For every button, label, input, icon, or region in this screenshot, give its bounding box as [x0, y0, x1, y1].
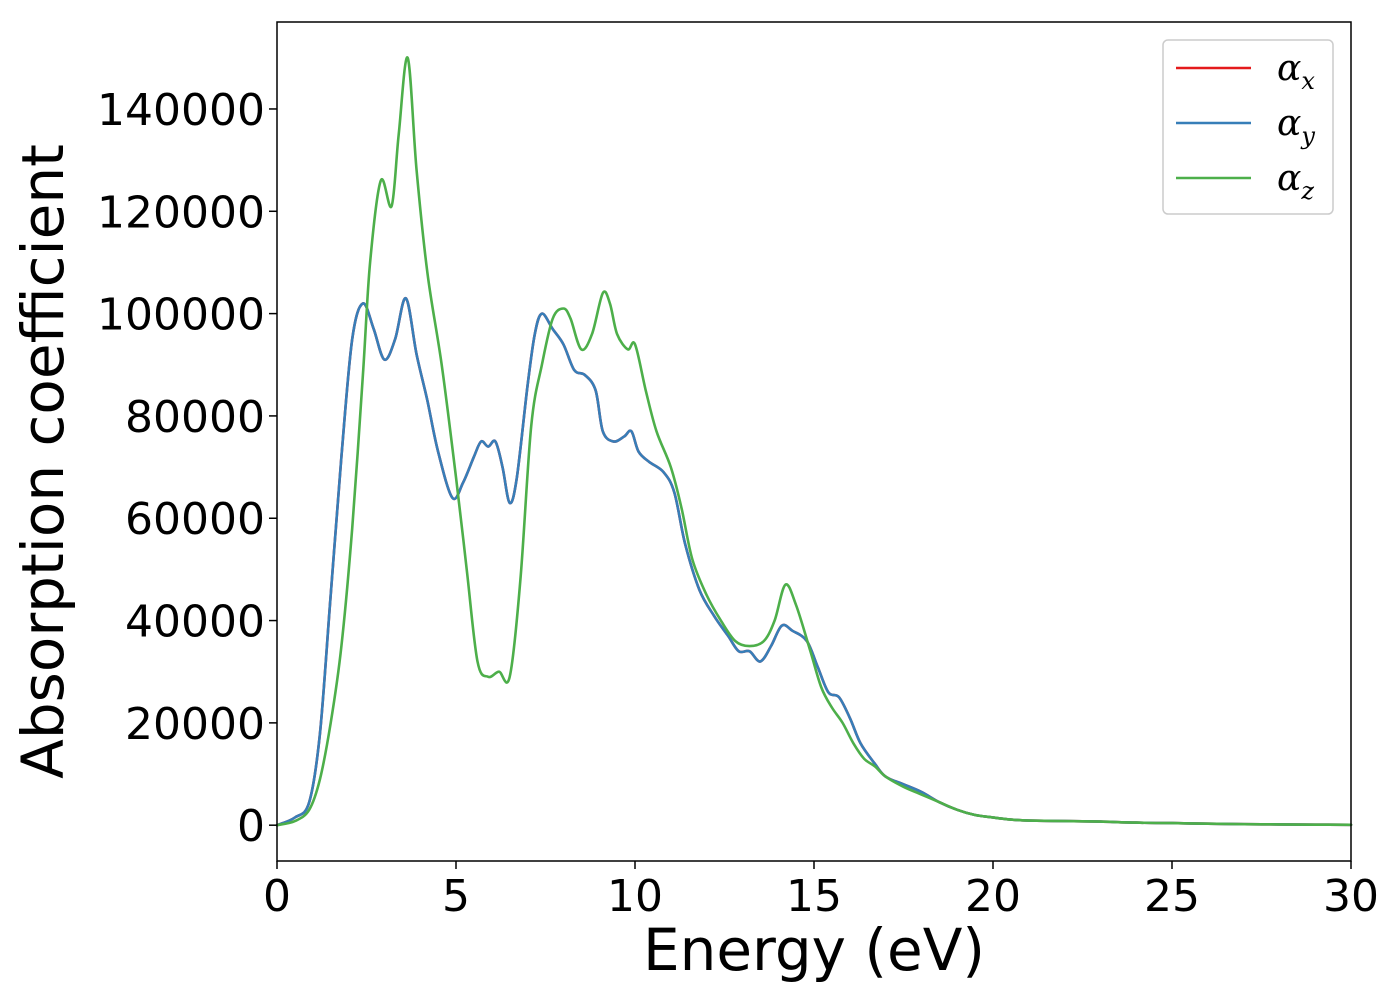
series-line-alpha-z — [275, 56, 1353, 827]
legend-label-alpha-y: αy — [1277, 103, 1315, 150]
y-tick-label: 40000 — [125, 597, 265, 648]
x-tick-label: 20 — [965, 871, 1021, 922]
x-tick-label: 15 — [786, 871, 842, 922]
x-tick-label: 10 — [607, 871, 663, 922]
legend: αx αy αz — [1162, 39, 1334, 215]
y-tick-label: 100000 — [97, 290, 265, 341]
x-tick-label: 5 — [442, 871, 470, 922]
legend-label-alpha-x: αx — [1277, 48, 1315, 95]
x-tick-label: 25 — [1144, 871, 1200, 922]
legend-label-alpha-z: αz — [1277, 158, 1314, 205]
series-line-alpha-y — [275, 296, 1353, 827]
x-tick-label: 0 — [263, 871, 291, 922]
legend-box — [1162, 39, 1334, 215]
series-line-alpha-x — [275, 296, 1353, 827]
y-tick-label: 140000 — [97, 85, 265, 136]
x-tick-label: 30 — [1323, 871, 1379, 922]
y-tick-label: 0 — [237, 801, 265, 852]
x-axis-ticks: 0 5 10 15 20 25 30 — [263, 861, 1379, 922]
series-lines — [275, 56, 1353, 827]
y-tick-label: 120000 — [97, 187, 265, 238]
y-tick-label: 80000 — [125, 392, 265, 443]
y-axis-ticks: 0 20000 40000 60000 80000 100000 120000 140000 — [97, 85, 277, 852]
y-tick-label: 20000 — [125, 699, 265, 750]
y-axis-label: Absorption coefficient — [9, 144, 77, 779]
x-axis-label: Energy (eV) — [643, 916, 985, 984]
y-tick-label: 60000 — [125, 494, 265, 545]
